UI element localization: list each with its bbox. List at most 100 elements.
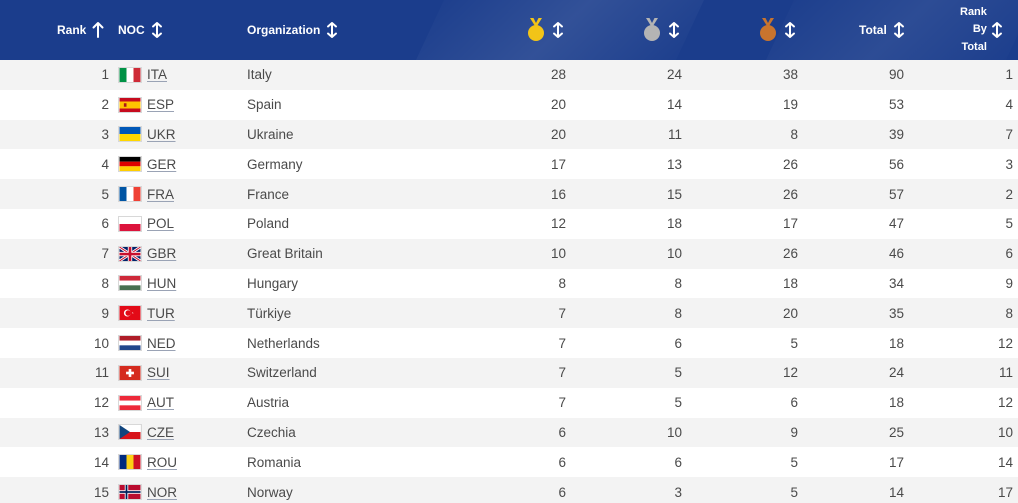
table-row[interactable]: 14 ROU Romania 6 6 5 17 14: [0, 447, 1018, 478]
rank-by-total: 12: [997, 335, 1013, 351]
rank-cell: 13: [93, 424, 109, 440]
noc-link[interactable]: HUN: [147, 275, 177, 291]
silver-count: 15: [666, 186, 682, 202]
total-header-label: Total: [859, 23, 887, 37]
noc-link[interactable]: FRA: [147, 186, 174, 202]
rank-by-total: 17: [997, 484, 1013, 500]
poland-flag-icon: [118, 215, 142, 232]
sort-icon[interactable]: [151, 21, 163, 39]
total-count: 46: [888, 246, 904, 262]
rank-cell: 10: [93, 335, 109, 351]
table-row[interactable]: 9 TUR Türkiye 7 8 20 35 8: [0, 298, 1018, 329]
bronze-count: 5: [790, 335, 798, 351]
rank-by-total: 9: [1005, 275, 1013, 291]
organization-cell: Netherlands: [247, 335, 320, 351]
noc-link[interactable]: AUT: [147, 395, 174, 411]
bronze-count: 26: [782, 186, 798, 202]
gold-count: 7: [558, 395, 566, 411]
silver-count: 10: [666, 246, 682, 262]
organization-cell: Norway: [247, 484, 293, 500]
rank-cell: 2: [101, 97, 109, 113]
organization-cell: Türkiye: [247, 305, 292, 321]
sort-icon[interactable]: [991, 21, 1003, 39]
noc-link[interactable]: GBR: [147, 246, 177, 262]
noc-link[interactable]: TUR: [147, 305, 175, 321]
rank-by-total: 6: [1005, 246, 1013, 262]
organization-cell: France: [247, 186, 290, 202]
sort-icon[interactable]: [784, 21, 796, 39]
organization-column-header[interactable]: Organization: [247, 0, 338, 60]
noc-link[interactable]: GER: [147, 156, 177, 172]
bronze-count: 8: [790, 126, 798, 142]
noc-column-header[interactable]: NOC: [118, 0, 163, 60]
silver-count: 10: [666, 424, 682, 440]
noc-link[interactable]: ROU: [147, 454, 177, 470]
table-row[interactable]: 5 FRA France 16 15 26 57 2: [0, 179, 1018, 209]
noc-link[interactable]: ITA: [147, 67, 167, 83]
rank-by-total: 5: [1005, 216, 1013, 232]
silver-count: 24: [666, 67, 682, 83]
table-row[interactable]: 7 GBR Great Britain 10 10 26 46 6: [0, 238, 1018, 269]
gold-count: 10: [550, 246, 566, 262]
table-row[interactable]: 1 ITA Italy 28 24 38 90 1: [0, 60, 1018, 90]
noc-header-label: NOC: [118, 23, 145, 37]
table-row[interactable]: 12 AUT Austria 7 5 6 18 12: [0, 387, 1018, 418]
bronze-column-header[interactable]: [758, 0, 796, 60]
rank-column-header[interactable]: Rank: [57, 0, 104, 60]
table-row[interactable]: 10 NED Netherlands 7 6 5 18 12: [0, 328, 1018, 358]
rank-cell: 9: [101, 305, 109, 321]
netherlands-flag-icon: [118, 335, 142, 352]
rank-by-total: 7: [1005, 126, 1013, 142]
table-row[interactable]: 11 SUI Switzerland 7 5 12 24 11: [0, 358, 1018, 388]
rank-by-total: 10: [997, 424, 1013, 440]
rank-cell: 7: [101, 246, 109, 262]
bronze-count: 18: [782, 275, 798, 291]
total-column-header[interactable]: Total: [859, 0, 905, 60]
noc-link[interactable]: NOR: [147, 484, 177, 500]
gold-count: 17: [550, 156, 566, 172]
rank-by-total: 8: [1005, 305, 1013, 321]
sort-icon[interactable]: [552, 21, 564, 39]
total-count: 18: [888, 395, 904, 411]
rank-cell: 12: [93, 395, 109, 411]
rank-cell: 3: [101, 126, 109, 142]
spain-flag-icon: [118, 96, 142, 113]
total-count: 57: [888, 186, 904, 202]
total-count: 24: [888, 365, 904, 381]
rank-by-total-column-header[interactable]: Rank By Total: [960, 0, 1003, 60]
gold-count: 20: [550, 97, 566, 113]
table-row[interactable]: 2 ESP Spain 20 14 19 53 4: [0, 89, 1018, 120]
rank-by-total: 14: [997, 454, 1013, 470]
bronze-count: 19: [782, 97, 798, 113]
noc-link[interactable]: ESP: [147, 97, 175, 113]
gold-column-header[interactable]: [526, 0, 564, 60]
norway-flag-icon: [118, 484, 142, 501]
gold-count: 7: [558, 335, 566, 351]
silver-column-header[interactable]: [642, 0, 680, 60]
noc-link[interactable]: SUI: [147, 365, 170, 381]
sort-ascending-icon[interactable]: [92, 21, 104, 39]
table-row[interactable]: 6 POL Poland 12 18 17 47 5: [0, 209, 1018, 239]
bronze-count: 17: [782, 216, 798, 232]
noc-link[interactable]: POL: [147, 216, 175, 232]
gold-count: 8: [558, 275, 566, 291]
table-row[interactable]: 8 HUN Hungary 8 8 18 34 9: [0, 268, 1018, 299]
organization-cell: Poland: [247, 216, 290, 232]
sort-icon[interactable]: [326, 21, 338, 39]
table-row[interactable]: 15 NOR Norway 6 3 5 14 17: [0, 477, 1018, 503]
sort-icon[interactable]: [893, 21, 905, 39]
sort-icon[interactable]: [668, 21, 680, 39]
noc-link[interactable]: NED: [147, 335, 176, 351]
rank-cell: 14: [93, 454, 109, 470]
organization-cell: Great Britain: [247, 246, 323, 262]
turkiye-flag-icon: [118, 305, 142, 322]
bronze-count: 5: [790, 454, 798, 470]
gold-count: 16: [550, 186, 566, 202]
table-row[interactable]: 4 GER Germany 17 13 26 56 3: [0, 149, 1018, 180]
noc-link[interactable]: CZE: [147, 424, 174, 440]
noc-link[interactable]: UKR: [147, 126, 176, 142]
total-count: 17: [888, 454, 904, 470]
table-row[interactable]: 3 UKR Ukraine 20 11 8 39 7: [0, 119, 1018, 150]
table-row[interactable]: 13 CZE Czechia 6 10 9 25 10: [0, 417, 1018, 448]
